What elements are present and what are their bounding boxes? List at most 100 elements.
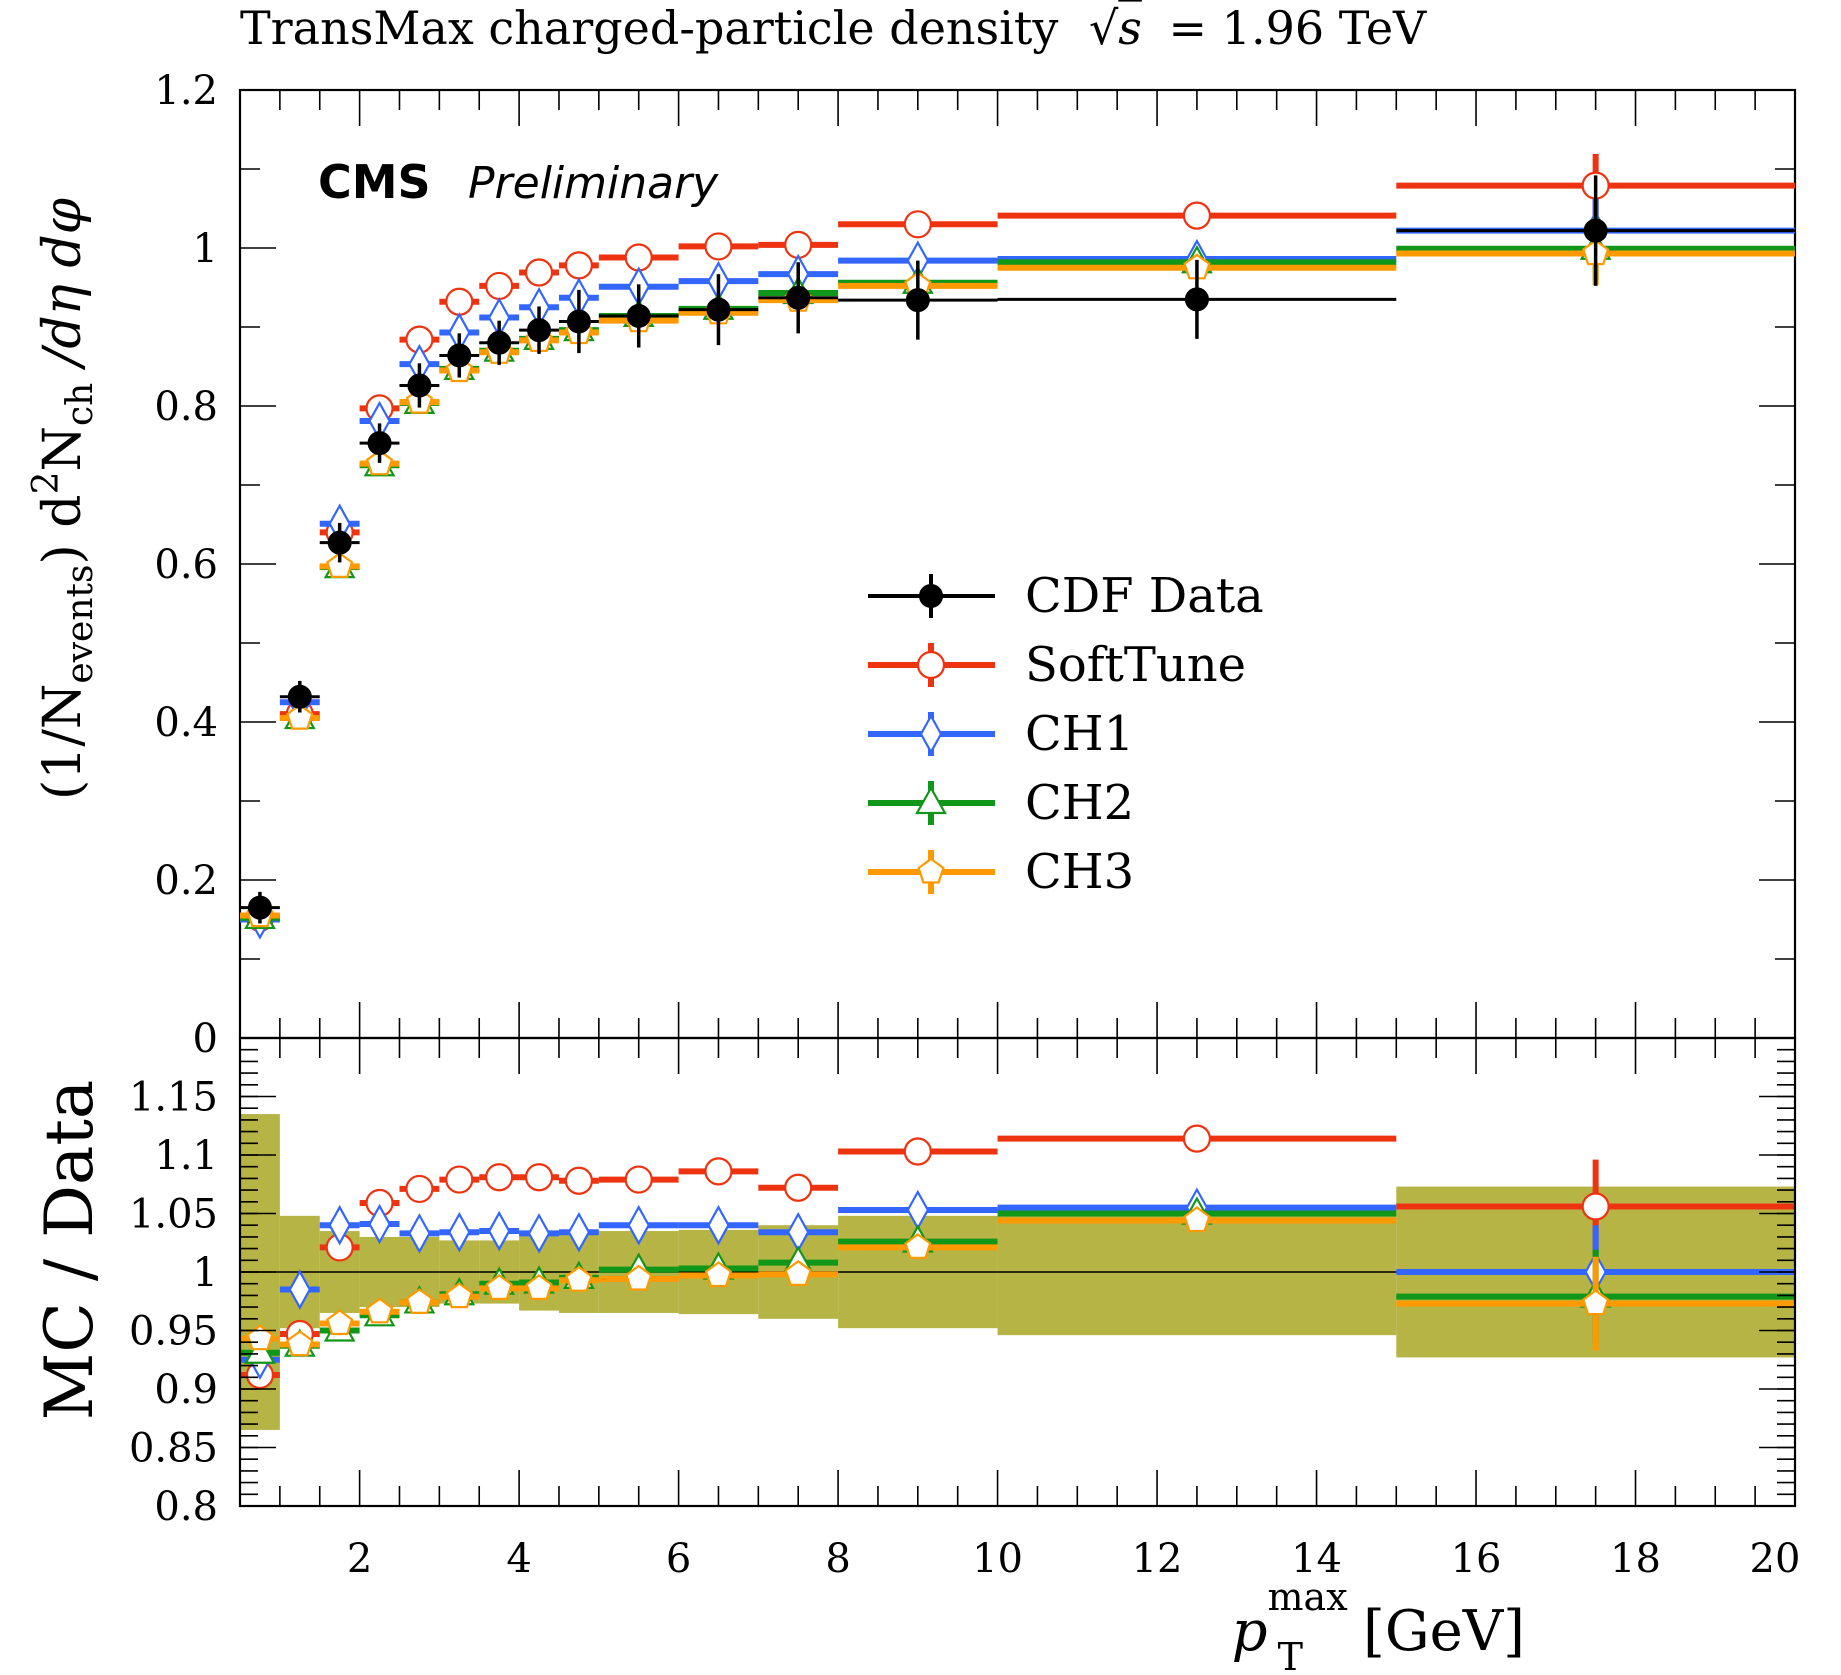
top-series-cdf-data bbox=[240, 175, 1795, 924]
experiment-label: CMS bbox=[318, 155, 431, 209]
ratio-y-tick-label: 1.05 bbox=[129, 1192, 218, 1238]
ratio-softtune-point bbox=[1182, 1124, 1212, 1153]
ratio-y-tick-label: 1.1 bbox=[154, 1133, 218, 1179]
ratio-panel: 0.8 0.85 0.9 0.95 1 1.05 1.1 1.15 bbox=[129, 1036, 1797, 1530]
top-cdf-data-point bbox=[1184, 287, 1209, 312]
top-softtune-point bbox=[524, 258, 554, 287]
ratio-ch1-point bbox=[567, 1211, 591, 1253]
ratio-ch1-point bbox=[368, 1203, 391, 1245]
legend-label-ch3: CH3 bbox=[1025, 844, 1134, 900]
chart-title: TransMax charged-particle density √s = 1… bbox=[240, 1, 1427, 55]
x-tick-label: 10 bbox=[972, 1536, 1023, 1582]
top-series-ch2 bbox=[240, 217, 1795, 930]
top-softtune-point bbox=[485, 271, 514, 301]
top-series-ch1 bbox=[240, 199, 1795, 940]
ratio-ch3-point bbox=[326, 1309, 354, 1336]
top-cdf-data-point bbox=[527, 318, 552, 343]
ratio-softtune-point bbox=[1581, 1192, 1610, 1221]
top-y-axis-label: (1/Nevents) d2Nch /dη dφ bbox=[26, 197, 101, 800]
ratio-y-tick-label: 0.95 bbox=[129, 1309, 218, 1355]
top-ch3-point bbox=[286, 703, 314, 730]
top-cdf-data-point bbox=[447, 343, 472, 368]
ratio-softtune-point bbox=[624, 1165, 653, 1194]
legend-entry-cdf-data: CDF Data bbox=[868, 568, 1264, 624]
ratio-ch3-point bbox=[525, 1274, 553, 1301]
top-softtune-point bbox=[1182, 201, 1212, 230]
ratio-ch1-point bbox=[627, 1204, 650, 1246]
top-softtune-point bbox=[445, 287, 474, 316]
top-y-tick-label: 0 bbox=[193, 1016, 218, 1062]
ratio-softtune-point bbox=[564, 1166, 594, 1195]
top-y-tick-label: 1.2 bbox=[154, 68, 218, 114]
ratio-y-tick-label: 0.9 bbox=[154, 1367, 218, 1413]
ratio-ch1-point bbox=[288, 1269, 312, 1310]
ratio-ch3-point bbox=[445, 1282, 473, 1309]
ratio-y-tick-label: 1 bbox=[193, 1250, 218, 1296]
x-tick-label: 8 bbox=[825, 1536, 850, 1582]
ratio-ch1-point bbox=[328, 1204, 351, 1246]
ratio-y-axis-label: MC / Data bbox=[31, 1080, 108, 1420]
top-cdf-data-point bbox=[626, 303, 651, 328]
x-tick-label: 18 bbox=[1610, 1536, 1661, 1582]
ratio-ch1-point bbox=[448, 1211, 471, 1253]
top-ch3-point bbox=[326, 552, 354, 579]
top-y-tick-label: 1 bbox=[193, 226, 218, 272]
legend-label-ch2: CH2 bbox=[1025, 775, 1134, 831]
ratio-y-tick-label: 0.8 bbox=[154, 1484, 218, 1530]
ratio-softtune-point bbox=[784, 1173, 813, 1202]
top-y-tick-label: 0.4 bbox=[154, 700, 218, 746]
x-tick-label: 16 bbox=[1451, 1536, 1502, 1582]
top-softtune-point bbox=[564, 251, 594, 280]
legend-entry-ch3: CH3 bbox=[868, 844, 1134, 900]
top-cdf-data-point bbox=[487, 330, 512, 355]
legend-marker-ch1 bbox=[919, 713, 943, 755]
ratio-ch3-point bbox=[784, 1259, 812, 1287]
ratio-softtune-point bbox=[704, 1157, 733, 1186]
ratio-ch3-point bbox=[1582, 1289, 1610, 1316]
ratio-softtune-point bbox=[445, 1165, 474, 1194]
ratio-ch1-point bbox=[527, 1213, 551, 1254]
ratio-series-softtune bbox=[240, 1124, 1795, 1390]
ratio-ch3-point bbox=[625, 1264, 653, 1291]
ratio-ch3-point bbox=[485, 1274, 513, 1301]
ratio-ch3-point bbox=[904, 1233, 932, 1260]
top-cdf-data-point bbox=[905, 288, 930, 313]
top-cdf-data-point bbox=[566, 309, 591, 334]
ratio-y-tick-label: 0.85 bbox=[129, 1426, 218, 1472]
legend-label-cdf-data: CDF Data bbox=[1025, 568, 1264, 624]
legend-marker-ch3 bbox=[917, 857, 945, 884]
legend-label-softtune: SoftTune bbox=[1025, 637, 1246, 693]
ratio-ch3-point bbox=[286, 1330, 314, 1357]
status-label: Preliminary bbox=[468, 158, 719, 209]
top-cdf-data-point bbox=[706, 297, 731, 322]
x-axis-label: pmax T [GeV] bbox=[1232, 1575, 1525, 1675]
ratio-ch3-point bbox=[365, 1297, 394, 1324]
top-cdf-data-point bbox=[786, 285, 811, 310]
legend-marker-ch2 bbox=[915, 785, 947, 815]
x-tick-label: 20 bbox=[1750, 1536, 1801, 1582]
ratio-ch1-point bbox=[707, 1204, 730, 1246]
legend-label-ch1: CH1 bbox=[1025, 706, 1134, 762]
top-y-tick-label: 0.6 bbox=[154, 542, 218, 588]
ratio-softtune-point bbox=[524, 1163, 554, 1192]
top-panel: 0 0.2 0.4 0.6 0.8 1 1.2 bbox=[154, 68, 1797, 1062]
title-sqrt-s: s bbox=[1118, 1, 1142, 55]
ratio-ch1-point bbox=[487, 1210, 511, 1252]
ratio-ch3-point bbox=[1183, 1206, 1211, 1233]
legend-marker-softtune bbox=[916, 650, 946, 680]
ratio-ch3-point bbox=[405, 1288, 434, 1315]
ratio-softtune-point bbox=[405, 1174, 434, 1204]
top-y-tick-label: 0.2 bbox=[154, 858, 218, 904]
top-softtune-point bbox=[903, 210, 932, 239]
top-y-tick-label: 0.8 bbox=[154, 384, 218, 430]
top-cdf-data-point bbox=[407, 373, 432, 398]
legend: CDF Data SoftTune CH1 CH2 CH3 bbox=[868, 568, 1264, 900]
legend-entry-ch1: CH1 bbox=[868, 706, 1134, 762]
legend-entry-softtune: SoftTune bbox=[868, 637, 1246, 693]
top-cdf-data-point bbox=[287, 684, 312, 709]
top-cdf-data-point bbox=[367, 431, 392, 456]
ratio-ch3-point bbox=[704, 1261, 733, 1288]
x-tick-label: 2 bbox=[347, 1536, 372, 1582]
ratio-y-tick-label: 1.15 bbox=[129, 1075, 218, 1121]
x-tick-label: 12 bbox=[1132, 1536, 1183, 1582]
